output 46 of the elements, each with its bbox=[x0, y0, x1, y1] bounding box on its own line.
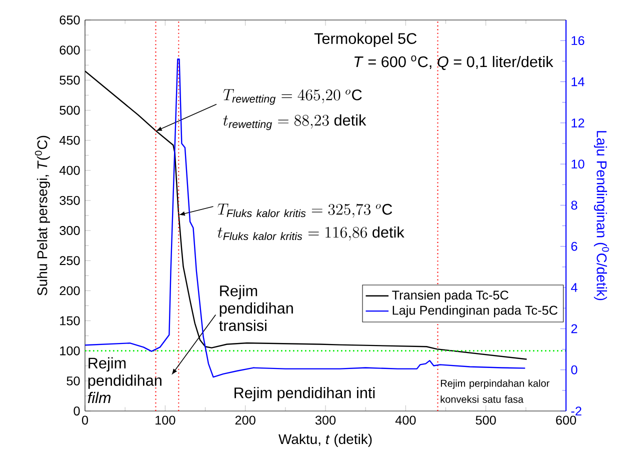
y-tick-label: 150 bbox=[60, 316, 80, 326]
y-tick-label: 450 bbox=[59, 136, 80, 145]
y-tick-label: 350 bbox=[60, 196, 80, 205]
y2-tick-label: 10 bbox=[572, 160, 584, 169]
y-tick-label: 550 bbox=[60, 76, 80, 85]
text: Termokopel 5C bbox=[314, 32, 417, 47]
x-tick-label: 0 bbox=[82, 416, 88, 425]
annotation: $t_{\mathit{rewetting}} = 88{,}23\ \mathrm{detik}$ bbox=[223, 114, 366, 130]
y-tick-label: 400 bbox=[59, 166, 80, 175]
y2-tick-label: 8 bbox=[571, 200, 578, 210]
x-tick-label: 400 bbox=[395, 416, 416, 425]
annotation: Rejim perpindahan kalor konveksi satu fasa bbox=[440, 380, 550, 403]
y2-tick-label: 4 bbox=[571, 283, 578, 292]
y-tick-label: 100 bbox=[60, 346, 80, 356]
x-tick-label: 200 bbox=[235, 416, 256, 425]
y2-tick-label: 14 bbox=[572, 77, 584, 86]
y2-tick-label: 0 bbox=[571, 365, 578, 374]
annotation: Rejim pendidihan film bbox=[88, 357, 162, 404]
y2-tick-label: -2 bbox=[571, 406, 582, 416]
y2-tick-label: 2 bbox=[571, 324, 578, 334]
x-axis-title: Waktu, t (detik) bbox=[278, 434, 372, 447]
y2-axis-title: Laju Pendinginan ($^{0}$C/detik) bbox=[594, 131, 609, 300]
y-tick-label: 650 bbox=[60, 16, 80, 24]
y-tick-label: 200 bbox=[60, 286, 80, 296]
annotation: $T_{\mathit{rewetting}} = 465{,}20\ {}^{o}\mathrm{C}$ bbox=[223, 89, 362, 105]
y-tick-label: 250 bbox=[60, 256, 80, 266]
y-tick-label: 300 bbox=[60, 226, 80, 236]
y-tick-label: 600 bbox=[60, 46, 80, 55]
annotation: $T_{\mathit{Fluks\ kalor\ kritis}} = 325{,}73\ {}^{o}\mathrm{C}$ bbox=[218, 204, 392, 218]
y-tick-label: 50 bbox=[66, 376, 80, 386]
x-tick-label: 100 bbox=[156, 416, 176, 425]
y-tick-label: 500 bbox=[60, 106, 80, 115]
text: T = 600 $^{o}$C, Q = 0,1 liter/detik bbox=[354, 55, 554, 70]
x-tick-label: 600 bbox=[556, 416, 576, 425]
y2-tick-label: 16 bbox=[572, 36, 584, 46]
annotation: Rejim pendidihan inti bbox=[234, 387, 375, 402]
annotation: $t_{\mathit{Fluks\ kalor\ kritis}} = 116{,}86\ \mathrm{detik}$ bbox=[218, 226, 404, 241]
annotation: Rejim pendidihan transisi bbox=[219, 285, 293, 331]
y2-tick-label: 6 bbox=[571, 242, 578, 251]
y2-tick-label: 12 bbox=[572, 118, 584, 128]
x-tick-label: 300 bbox=[315, 416, 336, 425]
legend-label: Transien pada Tc-5C bbox=[392, 290, 508, 302]
y-tick-label: 0 bbox=[74, 406, 80, 416]
legend-label: Laju Pendinginan pada Tc-5C bbox=[392, 305, 558, 318]
y-axis-title: Suhu Pelat persegi, T($^{0}$C) bbox=[34, 136, 50, 296]
x-tick-label: 500 bbox=[476, 416, 496, 425]
